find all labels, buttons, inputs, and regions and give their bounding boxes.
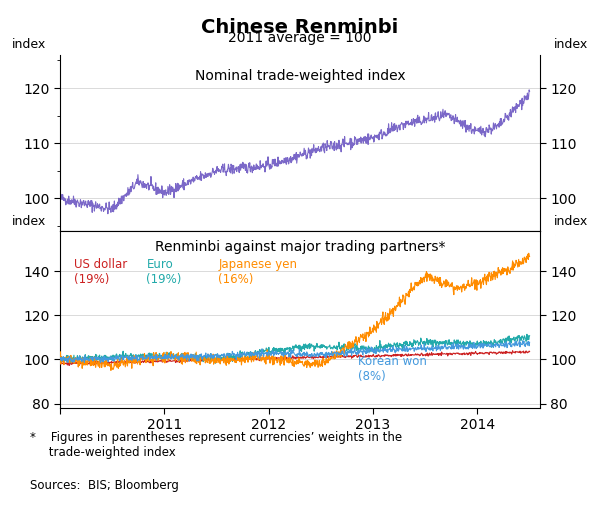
Text: index: index (12, 215, 46, 228)
Text: Nominal trade-weighted index: Nominal trade-weighted index (194, 69, 406, 83)
Text: Chinese Renminbi: Chinese Renminbi (202, 18, 398, 37)
Text: index: index (554, 215, 588, 228)
Text: *    Figures in parentheses represent currencies’ weights in the
     trade-weig: * Figures in parentheses represent curre… (30, 431, 402, 460)
Text: 2011 average = 100: 2011 average = 100 (228, 31, 372, 46)
Text: Japanese yen
(16%): Japanese yen (16%) (218, 258, 298, 286)
Text: Renminbi against major trading partners*: Renminbi against major trading partners* (155, 240, 445, 254)
Text: index: index (12, 38, 46, 51)
Text: Korean won
(8%): Korean won (8%) (358, 355, 427, 383)
Text: Euro
(19%): Euro (19%) (146, 258, 182, 286)
Text: index: index (554, 38, 588, 51)
Text: US dollar
(19%): US dollar (19%) (74, 258, 128, 286)
Text: Sources:  BIS; Bloomberg: Sources: BIS; Bloomberg (30, 479, 179, 492)
